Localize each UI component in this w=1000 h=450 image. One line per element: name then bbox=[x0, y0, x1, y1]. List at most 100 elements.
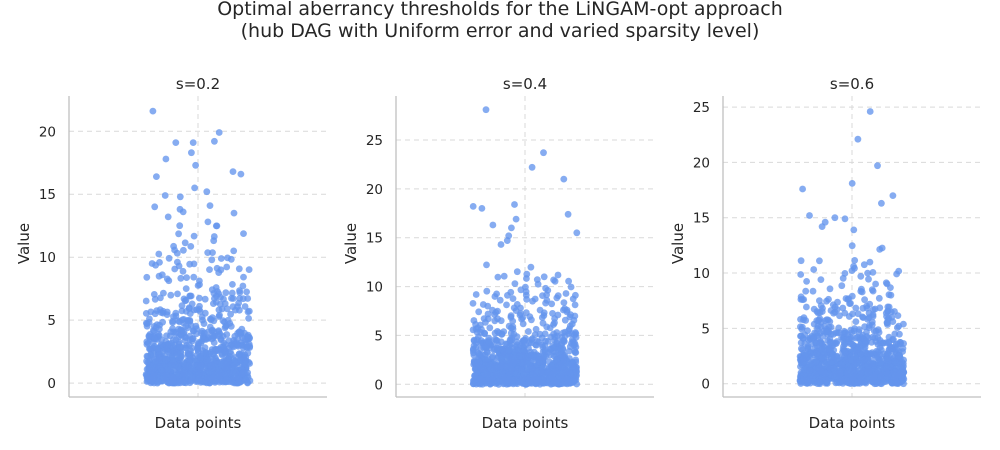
data-point bbox=[797, 332, 804, 340]
data-point bbox=[864, 269, 871, 277]
data-point bbox=[188, 363, 196, 371]
data-point bbox=[525, 378, 533, 386]
data-point bbox=[568, 360, 576, 368]
data-point bbox=[567, 283, 575, 291]
data-point bbox=[894, 312, 902, 319]
data-point bbox=[522, 288, 530, 296]
data-point bbox=[540, 273, 548, 281]
data-point bbox=[809, 287, 817, 295]
data-point bbox=[889, 347, 896, 354]
data-point bbox=[878, 346, 885, 354]
data-point bbox=[204, 361, 212, 369]
data-point bbox=[164, 213, 172, 221]
y-tick-label: 5 bbox=[701, 321, 710, 337]
data-point bbox=[170, 313, 177, 320]
data-point bbox=[475, 362, 483, 369]
data-point bbox=[175, 262, 183, 270]
data-point bbox=[219, 317, 227, 325]
data-point bbox=[473, 375, 481, 383]
data-point bbox=[244, 308, 252, 316]
data-point bbox=[561, 332, 569, 340]
data-point bbox=[498, 353, 505, 361]
data-point bbox=[527, 263, 535, 271]
data-point bbox=[517, 377, 525, 385]
data-point bbox=[206, 266, 213, 273]
y-axis-label: Value bbox=[669, 223, 687, 264]
data-point bbox=[176, 318, 183, 326]
data-point bbox=[541, 330, 549, 338]
data-point bbox=[171, 246, 179, 254]
panel-1: 0 5 10 15 20 s=0.2 Data points Value bbox=[15, 75, 327, 432]
data-point bbox=[195, 306, 203, 313]
data-point bbox=[186, 292, 194, 300]
data-point bbox=[883, 319, 891, 327]
data-point bbox=[854, 135, 862, 143]
data-point bbox=[797, 316, 804, 323]
data-point bbox=[571, 349, 579, 356]
data-point bbox=[203, 188, 211, 196]
x-axis-label: Data points bbox=[155, 414, 242, 432]
data-point bbox=[566, 313, 574, 321]
data-point bbox=[232, 359, 240, 367]
data-point bbox=[235, 379, 242, 386]
data-point bbox=[816, 257, 823, 265]
data-point bbox=[226, 320, 234, 327]
data-point bbox=[169, 319, 177, 326]
y-tick-label: 20 bbox=[693, 155, 710, 171]
panel-3: 0 5 10 15 20 25 s=0.6 Data points Value bbox=[669, 75, 981, 432]
data-point bbox=[154, 378, 162, 386]
data-point bbox=[512, 215, 520, 223]
data-point bbox=[496, 296, 504, 304]
data-point bbox=[175, 230, 183, 238]
data-point bbox=[517, 304, 524, 312]
data-point bbox=[221, 348, 229, 356]
data-point bbox=[513, 370, 521, 378]
data-point bbox=[242, 353, 250, 361]
data-point bbox=[197, 353, 204, 361]
data-point bbox=[191, 184, 199, 192]
data-point bbox=[195, 339, 203, 346]
data-point bbox=[534, 280, 542, 288]
data-point bbox=[186, 332, 194, 340]
data-point bbox=[849, 310, 856, 318]
data-point bbox=[878, 199, 885, 207]
data-point bbox=[163, 275, 171, 283]
data-point bbox=[883, 363, 891, 370]
y-tick-label: 0 bbox=[701, 377, 710, 393]
data-point bbox=[522, 341, 530, 349]
data-point bbox=[503, 363, 510, 370]
data-point bbox=[165, 254, 173, 262]
data-point bbox=[158, 336, 165, 344]
panels: 0 5 10 15 20 s=0.2 Data points Value 0 5 10 15 20 25 s… bbox=[15, 75, 981, 432]
data-point bbox=[852, 347, 860, 354]
data-point bbox=[848, 180, 856, 187]
data-point bbox=[841, 328, 848, 335]
data-point bbox=[163, 342, 171, 350]
data-point bbox=[497, 241, 505, 248]
data-point bbox=[827, 323, 835, 331]
data-point bbox=[513, 338, 521, 346]
data-point bbox=[839, 304, 847, 312]
data-point bbox=[866, 258, 874, 266]
data-point bbox=[540, 354, 548, 361]
data-point bbox=[858, 288, 866, 296]
data-point bbox=[494, 273, 502, 281]
data-point bbox=[211, 295, 218, 302]
data-point bbox=[549, 310, 556, 317]
y-tick-label: 10 bbox=[39, 250, 56, 266]
data-point bbox=[508, 224, 515, 232]
panel-title: s=0.6 bbox=[830, 75, 874, 93]
data-point bbox=[143, 352, 151, 360]
data-point bbox=[546, 324, 554, 332]
data-point bbox=[196, 294, 203, 302]
data-point bbox=[215, 366, 223, 374]
data-point bbox=[878, 244, 886, 252]
data-point bbox=[541, 348, 549, 356]
data-point bbox=[838, 334, 845, 341]
data-point bbox=[142, 297, 150, 305]
data-point bbox=[228, 289, 236, 297]
data-point bbox=[558, 363, 566, 371]
data-point bbox=[869, 269, 877, 276]
data-point bbox=[167, 291, 175, 299]
data-point bbox=[875, 294, 883, 302]
